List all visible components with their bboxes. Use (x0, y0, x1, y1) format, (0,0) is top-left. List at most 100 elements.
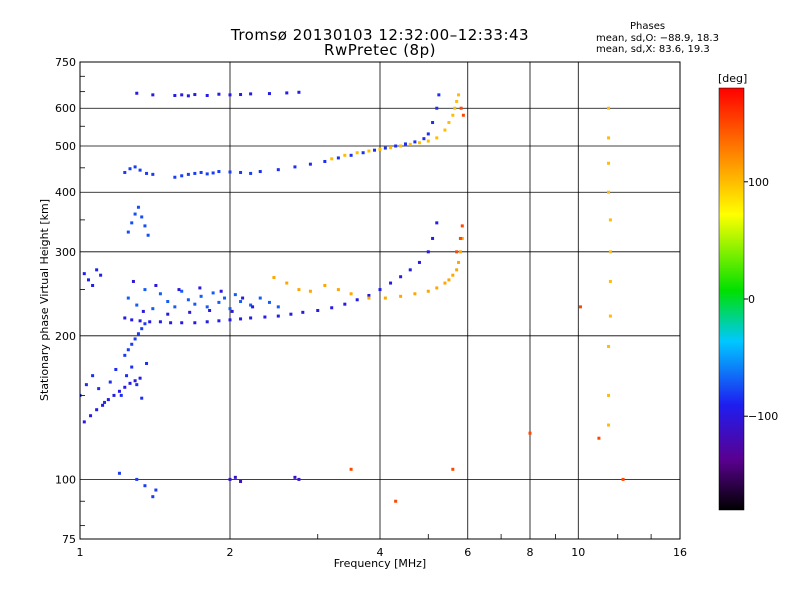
phase-stats-title: Phases (630, 21, 666, 32)
axis-ticks: 1 2 4 6 8 10 16 75 100 200 300 400 500 600 750 (55, 56, 687, 559)
x-tick-label: 16 (673, 546, 687, 559)
data-point (258, 296, 262, 300)
data-point (249, 171, 253, 175)
data-point (131, 279, 135, 283)
x-tick-label: 6 (464, 546, 471, 559)
data-point (431, 236, 435, 240)
data-point (145, 171, 149, 175)
data-point (597, 436, 601, 440)
phase-stats-o: mean, sd,O: −88.9, 18.3 (596, 33, 719, 44)
data-point (145, 361, 149, 365)
y-tick-label: 400 (55, 186, 76, 199)
data-point (230, 309, 234, 313)
data-point (148, 320, 152, 324)
data-point (233, 293, 237, 297)
data-point (169, 321, 173, 325)
data-point (95, 408, 99, 412)
data-points (80, 90, 625, 503)
data-point (106, 398, 110, 402)
colorbar-tick-label: 100 (748, 176, 769, 189)
data-point (135, 477, 139, 481)
data-point (422, 137, 426, 141)
y-tick-label: 600 (55, 102, 76, 115)
grid-lines (80, 62, 680, 539)
data-point (458, 250, 462, 254)
colorbar-tick-label: 0 (748, 293, 755, 306)
data-point (223, 296, 227, 300)
data-point (186, 172, 190, 176)
data-point (91, 374, 95, 378)
data-point (103, 400, 107, 404)
colorbar-tick-label: −100 (748, 410, 778, 423)
x-tick-label: 4 (377, 546, 384, 559)
data-point (447, 278, 451, 282)
data-point (435, 286, 439, 290)
data-point (123, 353, 127, 357)
colorbar-label: [deg] (718, 72, 747, 85)
data-point (367, 149, 371, 153)
data-point (136, 332, 140, 336)
data-point (151, 307, 155, 311)
data-point (435, 136, 439, 140)
data-point (608, 218, 612, 222)
data-point (239, 317, 243, 321)
data-point (208, 308, 212, 312)
data-point (140, 396, 144, 400)
data-point (186, 94, 190, 98)
data-point (607, 161, 611, 165)
data-point (173, 175, 177, 179)
data-point (413, 292, 417, 296)
data-point (138, 168, 142, 172)
data-point (458, 236, 462, 240)
data-point (239, 170, 243, 174)
data-point (130, 342, 134, 346)
data-point (228, 93, 232, 97)
x-tick-label: 1 (77, 546, 84, 559)
data-point (394, 144, 398, 148)
data-point (138, 376, 142, 380)
data-point (130, 221, 134, 225)
data-point (219, 289, 223, 293)
data-point (349, 153, 353, 157)
data-point (166, 312, 170, 316)
data-point (117, 471, 121, 475)
data-point (578, 305, 582, 309)
data-point (289, 312, 293, 316)
data-point (426, 250, 430, 254)
data-point (251, 305, 255, 309)
data-point (130, 365, 134, 369)
data-point (82, 272, 86, 276)
data-point (399, 144, 403, 148)
data-point (211, 171, 215, 175)
data-point (285, 91, 289, 95)
data-point (249, 303, 253, 307)
data-point (297, 477, 301, 481)
data-point (143, 288, 147, 292)
data-point (607, 106, 611, 110)
data-point (394, 499, 398, 503)
data-point (267, 300, 271, 304)
data-point (343, 153, 347, 157)
data-point (188, 310, 192, 314)
data-point (389, 146, 393, 150)
data-point (199, 170, 203, 174)
data-point (297, 288, 301, 292)
data-point (443, 281, 447, 285)
data-point (367, 293, 371, 297)
data-point (453, 106, 457, 110)
data-point (143, 224, 147, 228)
data-point (125, 374, 129, 378)
data-point (123, 385, 127, 389)
data-point (323, 159, 327, 163)
data-point (173, 94, 177, 98)
data-point (99, 273, 103, 277)
data-point (217, 319, 221, 323)
data-point (135, 383, 139, 387)
data-point (457, 260, 461, 264)
data-point (130, 318, 134, 322)
data-point (112, 393, 116, 397)
data-point (607, 423, 611, 427)
data-point (228, 307, 232, 311)
data-point (249, 316, 253, 320)
data-point (457, 93, 461, 97)
